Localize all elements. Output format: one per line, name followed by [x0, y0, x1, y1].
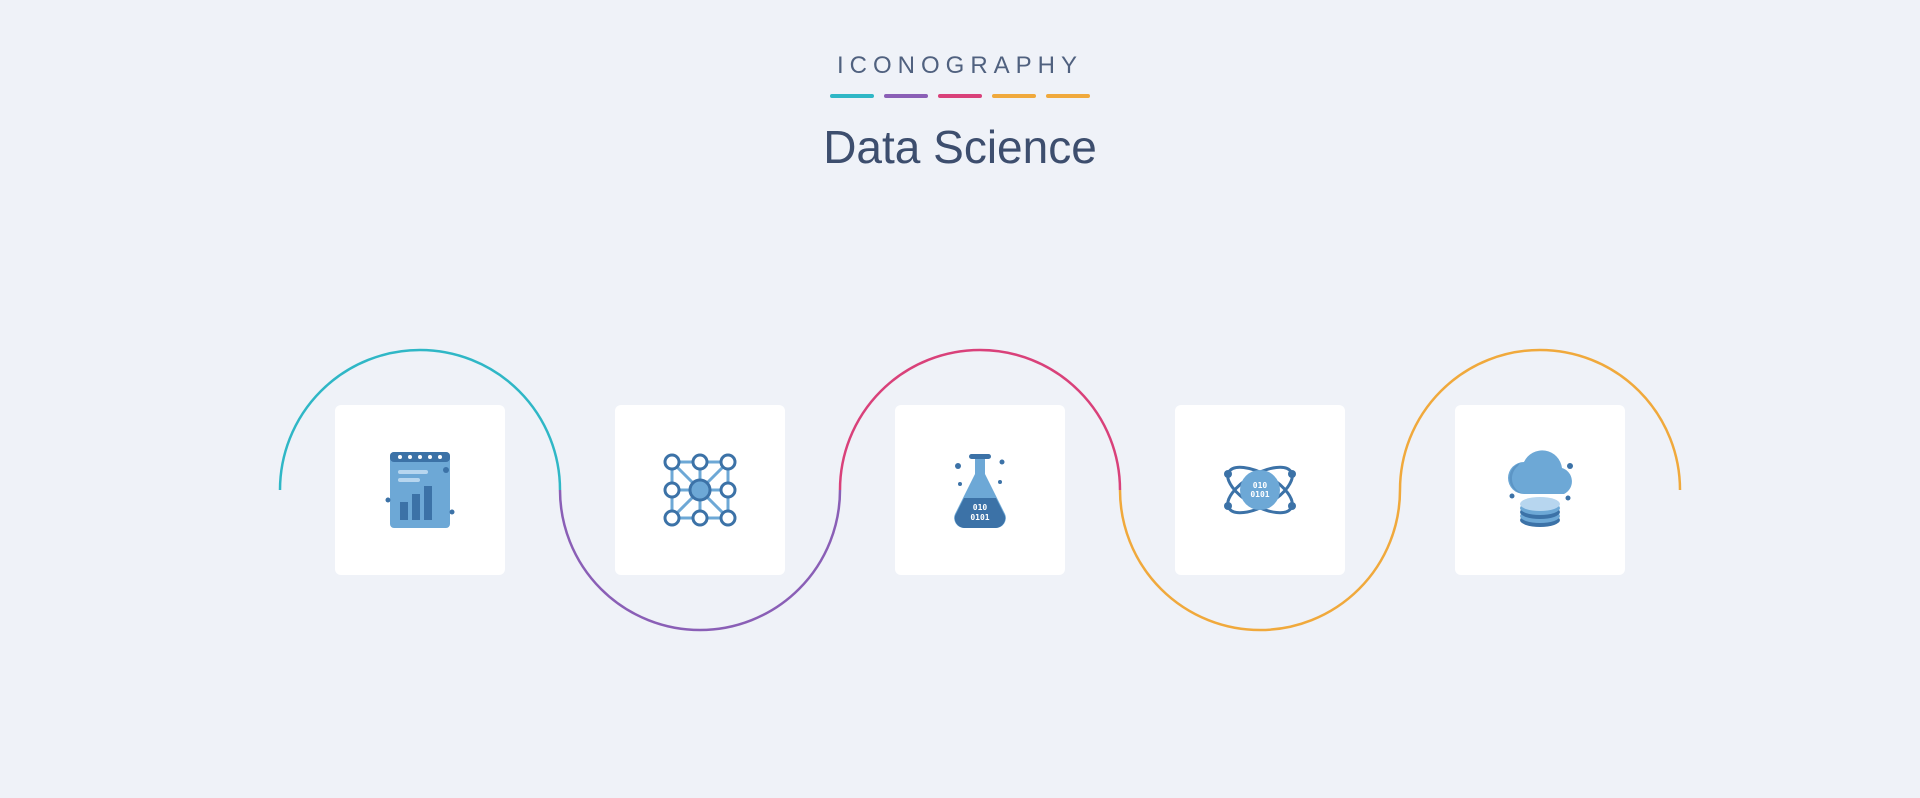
network-icon: [650, 440, 750, 540]
underline-seg: [830, 94, 874, 98]
svg-text:0101: 0101: [1250, 490, 1269, 499]
flask-binary-icon: 010 0101: [930, 440, 1030, 540]
cloud-coins-icon: [1490, 440, 1590, 540]
icon-card: [1455, 405, 1625, 575]
underline-seg: [1046, 94, 1090, 98]
report-chart-icon: [370, 440, 470, 540]
header: ICONOGRAPHY Data Science: [0, 52, 1920, 174]
icon-card: [335, 405, 505, 575]
brand-label: ICONOGRAPHY: [0, 52, 1920, 80]
underline-seg: [884, 94, 928, 98]
svg-text:0101: 0101: [970, 513, 989, 522]
icon-card: 010 0101: [1175, 405, 1345, 575]
svg-text:010: 010: [1253, 481, 1268, 490]
icon-card: 010 0101: [895, 405, 1065, 575]
underline-seg: [938, 94, 982, 98]
atom-binary-icon: 010 0101: [1210, 440, 1310, 540]
underline-seg: [992, 94, 1036, 98]
svg-text:010: 010: [973, 503, 988, 512]
page-title: Data Science: [0, 120, 1920, 174]
brand-underline: [0, 94, 1920, 98]
icon-card: [615, 405, 785, 575]
